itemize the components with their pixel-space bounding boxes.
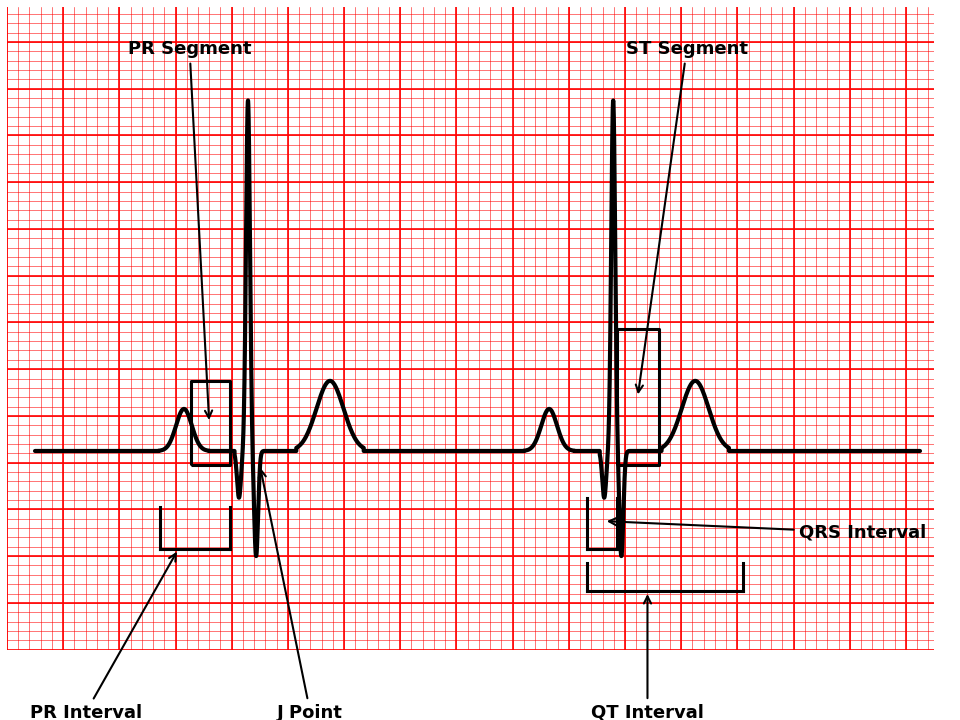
Text: J Point: J Point [258,470,344,720]
Text: PR Interval: PR Interval [30,554,176,720]
Text: QT Interval: QT Interval [591,596,704,720]
Text: QRS Interval: QRS Interval [609,518,926,541]
Text: PR Segment: PR Segment [128,40,252,418]
Text: ST Segment: ST Segment [626,40,748,392]
